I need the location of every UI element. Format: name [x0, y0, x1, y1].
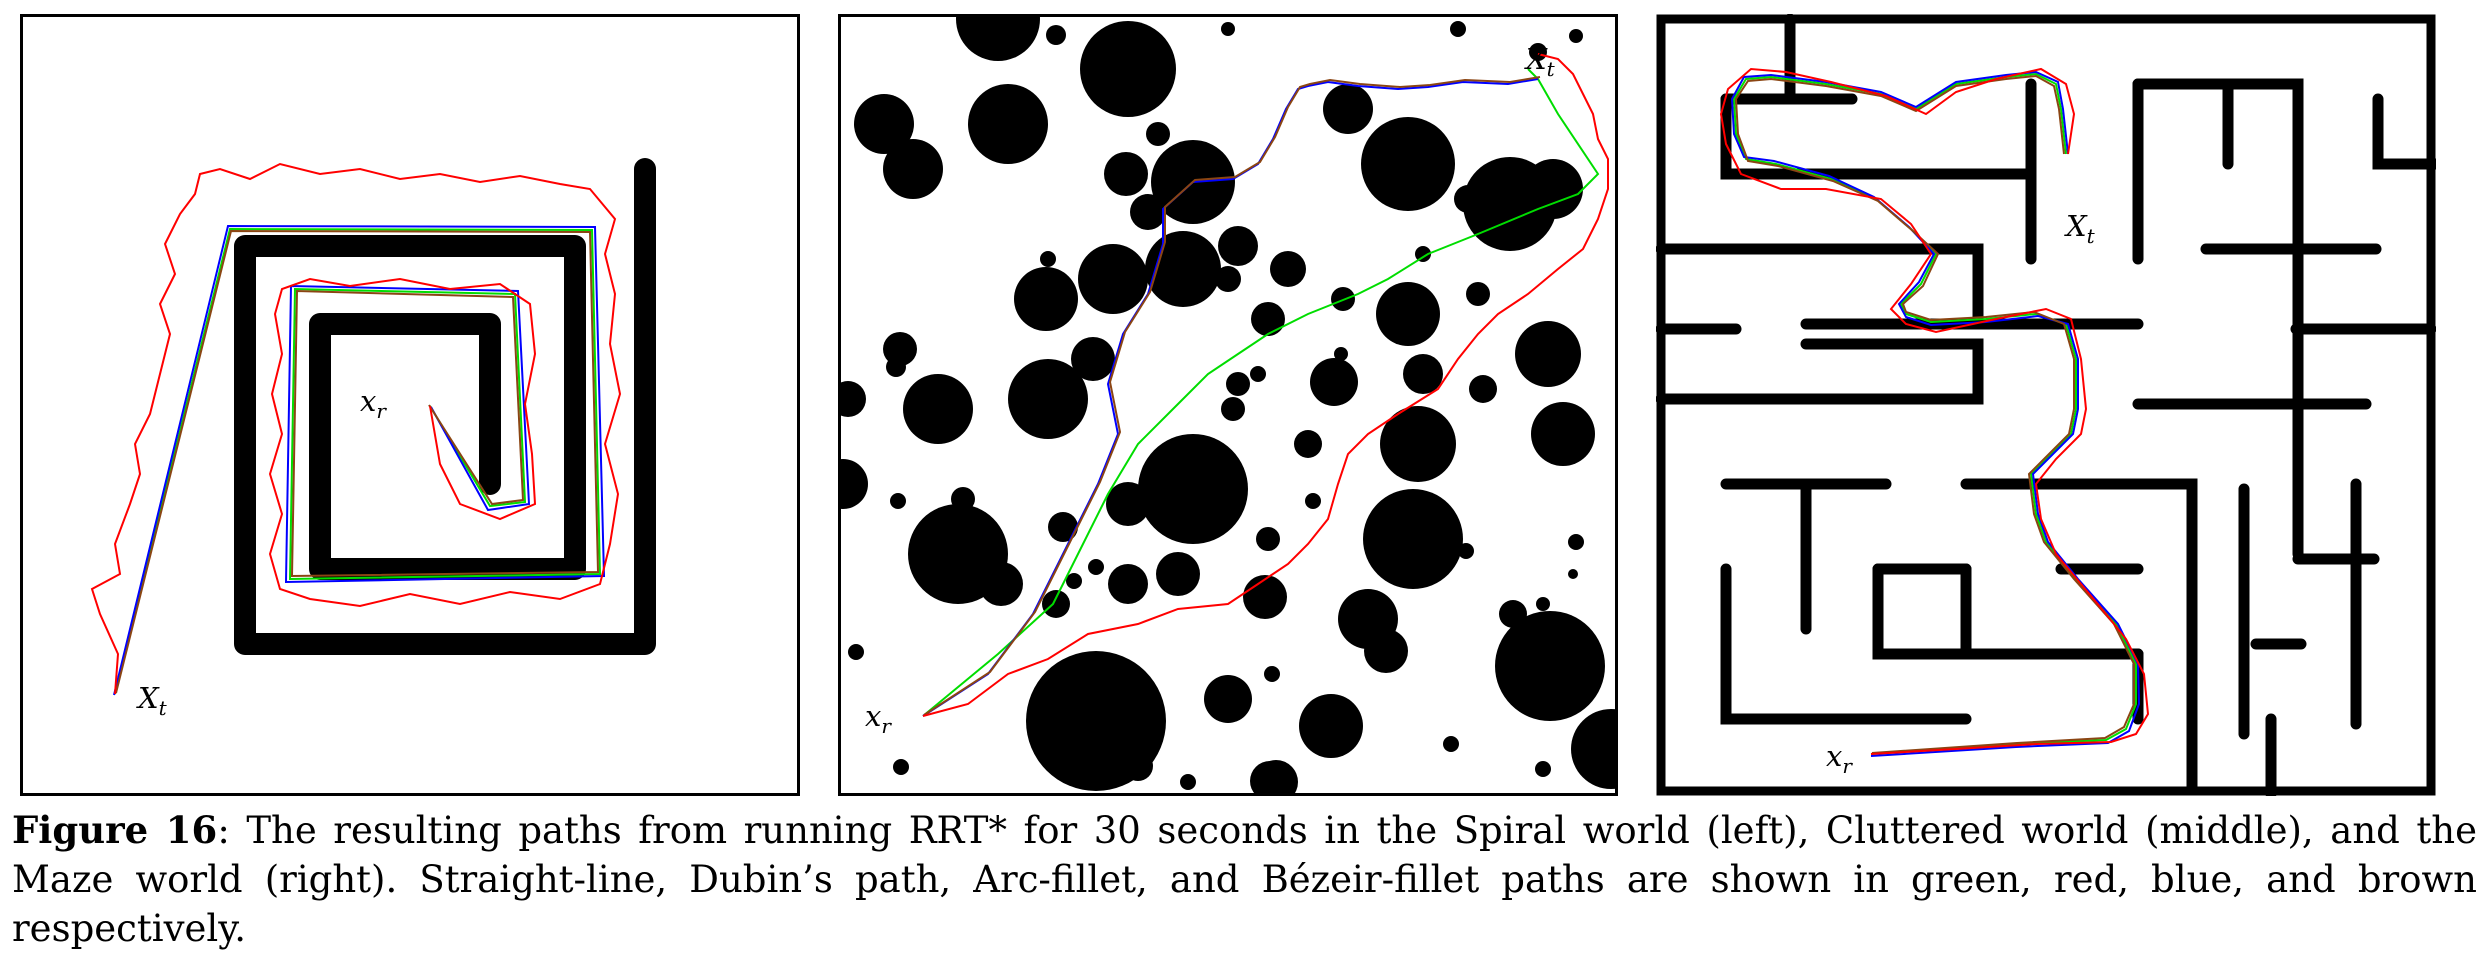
dubins-path	[922, 53, 1609, 717]
goal-label: Xt	[2064, 209, 2096, 248]
figure-number: Figure 16	[12, 808, 218, 852]
bezier-fillet-path	[115, 229, 600, 694]
spiral-paths	[90, 162, 622, 696]
cluttered-paths	[922, 53, 1609, 717]
panel-frame	[20, 14, 800, 796]
arc-fillet-path	[1730, 70, 2141, 757]
dubins-path	[90, 162, 622, 695]
straight-line-path	[114, 227, 602, 695]
start-label: xr	[865, 699, 892, 738]
maze-world-panel: xr Xt	[1656, 14, 2436, 796]
cluttered-world-panel: xr Xt	[838, 14, 1618, 796]
panel-frame	[838, 14, 1618, 796]
start-label: xr	[1826, 739, 1853, 778]
straight-line-path	[922, 68, 1600, 717]
goal-label: Xt	[1524, 42, 1556, 81]
spiral-walls	[234, 158, 656, 655]
circular-obstacles	[838, 14, 1618, 796]
maze-paths	[1719, 67, 2150, 757]
bezier-fillet-path	[923, 76, 1541, 716]
figure-caption: Figure 16: The resulting paths from runn…	[12, 806, 2477, 953]
start-label: xr	[360, 384, 387, 423]
maze-walls	[1656, 14, 2436, 796]
arc-fillet-path	[113, 224, 606, 696]
dubins-path	[1719, 67, 2150, 755]
spiral-world-panel: xr Xt	[20, 14, 800, 796]
panel-frame	[1656, 14, 2436, 796]
caption-text: : The resulting paths from running RRT* …	[12, 809, 2477, 950]
goal-label: Xt	[136, 681, 168, 720]
bezier-fillet-path	[1734, 74, 2135, 754]
